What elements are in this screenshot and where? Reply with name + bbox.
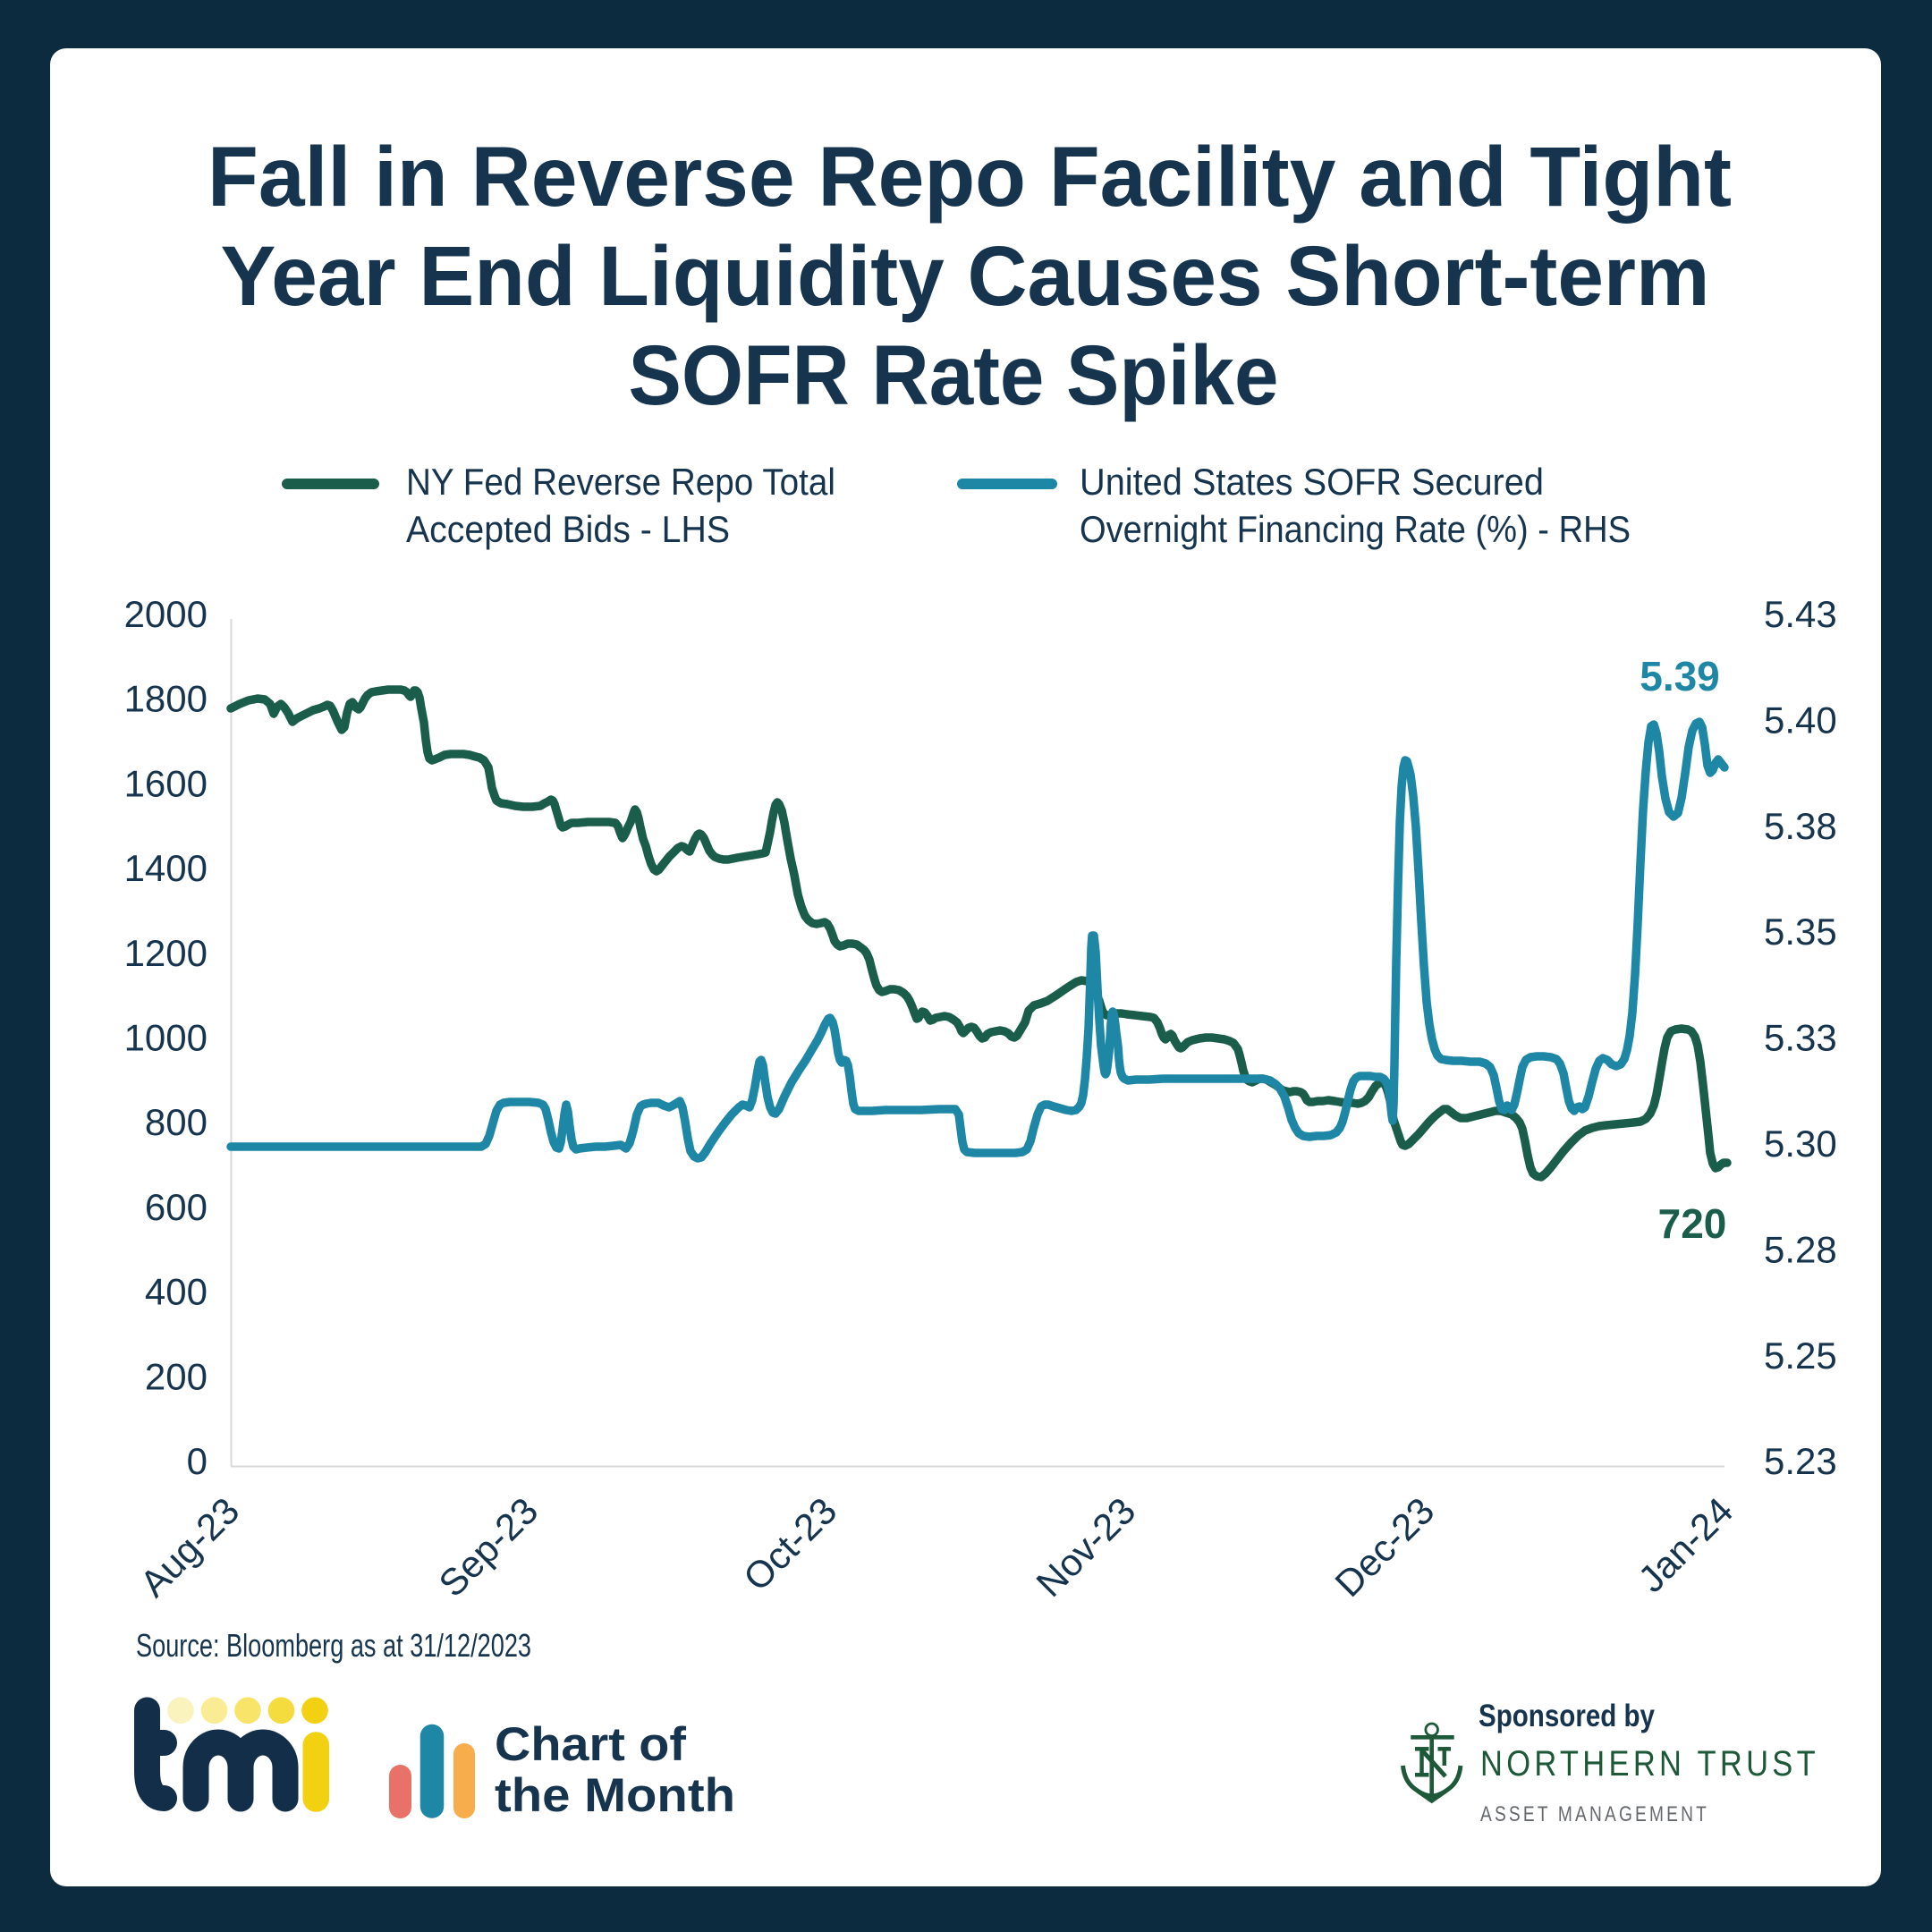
svg-text:Accepted Bids - LHS: Accepted Bids - LHS	[406, 508, 730, 550]
svg-text:0: 0	[187, 1440, 208, 1482]
svg-text:United States SOFR Secured: United States SOFR Secured	[1080, 461, 1544, 503]
svg-text:ASSET MANAGEMENT: ASSET MANAGEMENT	[1480, 1802, 1709, 1826]
svg-text:5.38: 5.38	[1764, 805, 1837, 847]
svg-text:the Month: the Month	[495, 1769, 735, 1822]
svg-text:Source: Bloomberg as at 31/12/: Source: Bloomberg as at 31/12/2023	[136, 1627, 531, 1664]
svg-text:Overnight Financing Rate (%) -: Overnight Financing Rate (%) - RHS	[1080, 508, 1631, 550]
svg-text:5.33: 5.33	[1764, 1017, 1837, 1059]
svg-text:400: 400	[145, 1271, 208, 1313]
svg-text:1800: 1800	[124, 678, 208, 720]
svg-text:Chart of: Chart of	[495, 1718, 686, 1771]
svg-text:5.35: 5.35	[1764, 911, 1837, 953]
svg-text:1400: 1400	[124, 847, 208, 889]
svg-text:5.43: 5.43	[1764, 593, 1837, 635]
svg-text:Sponsored by: Sponsored by	[1479, 1699, 1655, 1733]
svg-text:1600: 1600	[124, 762, 208, 804]
svg-text:800: 800	[145, 1101, 208, 1143]
svg-text:Fall in Reverse Repo Facility: Fall in Reverse Repo Facility and Tight	[208, 130, 1732, 225]
svg-text:NORTHERN TRUST: NORTHERN TRUST	[1480, 1744, 1819, 1784]
svg-text:1000: 1000	[124, 1017, 208, 1059]
svg-text:2000: 2000	[124, 593, 208, 635]
svg-text:5.25: 5.25	[1764, 1335, 1837, 1377]
svg-text:Year End Liquidity Causes Shor: Year End Liquidity Causes Short-term	[221, 229, 1710, 324]
svg-text:NY Fed Reverse Repo Total: NY Fed Reverse Repo Total	[406, 461, 835, 503]
svg-text:5.30: 5.30	[1764, 1123, 1837, 1165]
svg-text:600: 600	[145, 1186, 208, 1228]
svg-text:5.28: 5.28	[1764, 1228, 1837, 1270]
svg-text:5.23: 5.23	[1764, 1440, 1837, 1482]
svg-text:5.39: 5.39	[1640, 653, 1720, 699]
svg-text:SOFR Rate Spike: SOFR Rate Spike	[629, 328, 1279, 423]
svg-text:720: 720	[1658, 1200, 1727, 1247]
svg-text:200: 200	[145, 1355, 208, 1397]
svg-text:1200: 1200	[124, 932, 208, 974]
svg-text:5.40: 5.40	[1764, 699, 1837, 741]
